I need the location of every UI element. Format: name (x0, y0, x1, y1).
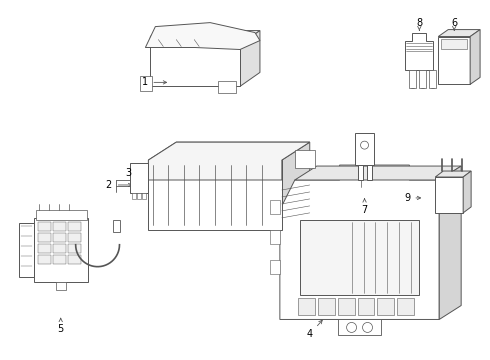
Text: 8: 8 (416, 18, 422, 30)
Polygon shape (150, 45, 240, 86)
Polygon shape (300, 220, 419, 294)
Bar (38, 222, 51, 231)
Bar (270, 200, 280, 214)
Bar (298, 298, 315, 315)
Polygon shape (130, 163, 148, 193)
Bar (218, 81, 236, 93)
Text: 3: 3 (125, 168, 131, 178)
Text: 4: 4 (307, 320, 322, 339)
Bar (132, 193, 136, 199)
Circle shape (346, 323, 357, 332)
Bar (358, 165, 363, 180)
Bar (68, 233, 81, 242)
Polygon shape (439, 166, 461, 319)
Bar (53, 233, 66, 242)
Bar (429, 71, 436, 88)
Bar (53, 255, 66, 264)
Polygon shape (148, 142, 310, 180)
Bar (141, 76, 152, 91)
Bar (409, 71, 416, 88)
Polygon shape (148, 160, 282, 230)
Text: 6: 6 (451, 18, 457, 30)
Text: 1: 1 (142, 77, 167, 87)
Text: 9: 9 (404, 193, 420, 203)
Bar (338, 298, 355, 315)
Bar (137, 193, 142, 199)
Bar (38, 233, 51, 242)
Polygon shape (240, 31, 260, 86)
Bar (38, 244, 51, 253)
Bar (270, 260, 280, 274)
Bar (358, 298, 374, 315)
Bar (68, 222, 81, 231)
Text: 7: 7 (362, 199, 368, 215)
Polygon shape (405, 32, 433, 71)
Polygon shape (146, 23, 260, 50)
Polygon shape (34, 218, 88, 282)
Bar (397, 298, 415, 315)
Polygon shape (463, 171, 471, 213)
Polygon shape (435, 171, 471, 177)
Text: 5: 5 (58, 318, 64, 334)
Bar (419, 71, 426, 88)
Bar (53, 222, 66, 231)
Bar (143, 193, 147, 199)
Bar (53, 244, 66, 253)
Polygon shape (150, 30, 195, 45)
Bar (367, 165, 371, 180)
Bar (438, 37, 470, 84)
Bar (270, 230, 280, 244)
Bar (36, 210, 87, 220)
Bar (68, 244, 81, 253)
Bar (355, 133, 374, 165)
Circle shape (363, 323, 372, 332)
Circle shape (361, 141, 368, 149)
Bar (113, 220, 121, 232)
Polygon shape (280, 165, 439, 319)
Bar (295, 150, 315, 168)
Polygon shape (150, 31, 260, 45)
Polygon shape (148, 142, 310, 160)
Polygon shape (19, 223, 34, 276)
Polygon shape (282, 142, 310, 230)
Bar (318, 298, 335, 315)
Bar (435, 177, 463, 213)
Polygon shape (438, 30, 480, 37)
Bar (38, 255, 51, 264)
Bar (338, 319, 382, 336)
Polygon shape (470, 30, 480, 84)
Text: 2: 2 (105, 180, 112, 190)
Bar (68, 255, 81, 264)
Bar (441, 39, 467, 49)
Bar (377, 298, 394, 315)
Bar (56, 282, 66, 289)
Polygon shape (295, 166, 461, 180)
